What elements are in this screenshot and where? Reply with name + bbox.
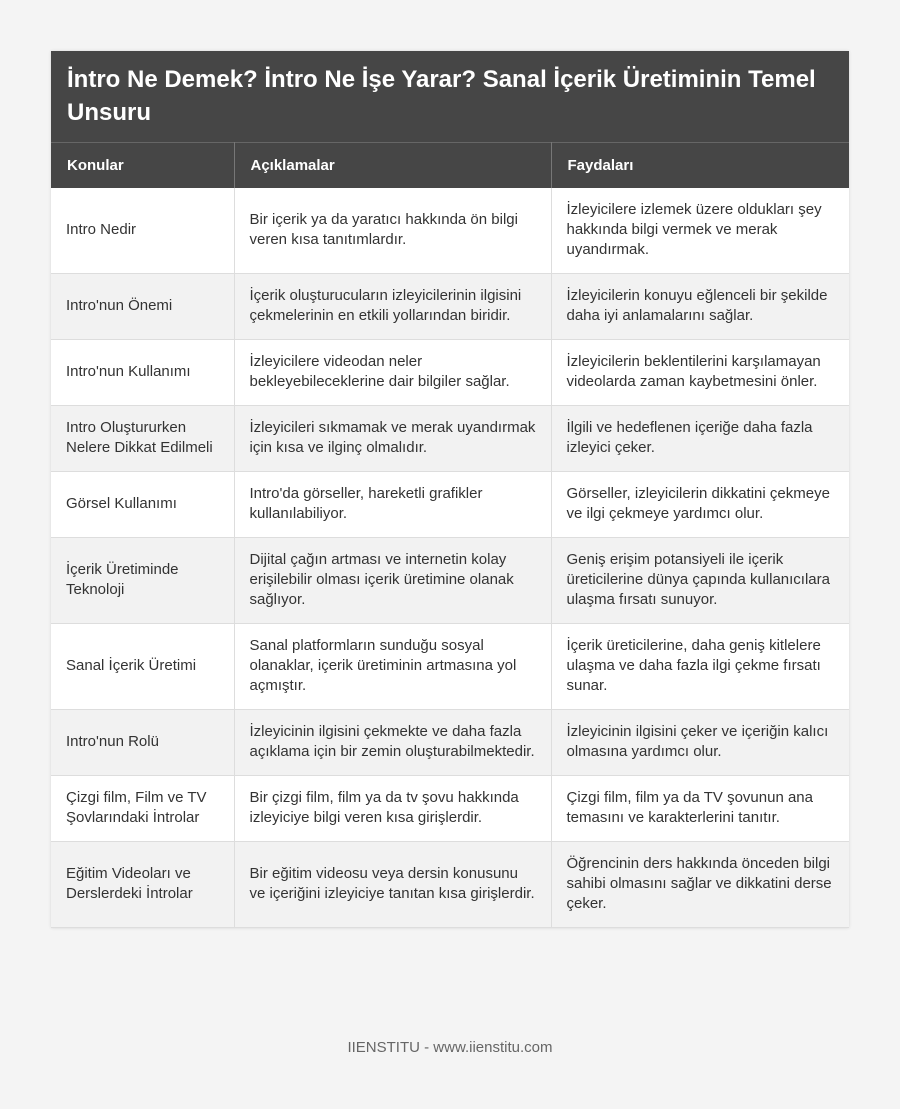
description-cell: İzleyicinin ilgisini çekmekte ve daha fa… [234,709,552,776]
benefit-cell: İzleyicilere izlemek üzere oldukları şey… [551,188,849,274]
description-cell: Intro'da görseller, hareketli grafikler … [234,471,552,538]
footer-credit: IIENSTITU - www.iienstitu.com [347,1039,553,1056]
description-cell: İzleyicilere videodan neler bekleyebilec… [234,339,552,406]
table-title: İntro Ne Demek? İntro Ne İşe Yarar? Sana… [51,51,849,142]
table-row: Intro Nedir Bir içerik ya da yaratıcı hak… [51,188,849,274]
topic-cell: Intro'nun Rolü [51,709,235,776]
column-header: Konular [51,142,235,188]
topic-cell: Intro Nedir [51,188,235,274]
table-row: Çizgi film, Film ve TV Şovlarındaki İntr… [51,775,849,842]
benefit-cell: İçerik üreticilerine, daha geniş kitlele… [551,623,849,710]
table-row: Intro'nun Kullanımı İzleyicilere videodan… [51,339,849,406]
column-header: Açıklamalar [234,142,552,188]
topic-cell: Sanal İçerik Üretimi [51,623,235,710]
description-cell: İçerik oluşturucuların izleyicilerinin i… [234,273,552,340]
topic-cell: Çizgi film, Film ve TV Şovlarındaki İntr… [51,775,235,842]
topic-cell: Intro'nun Kullanımı [51,339,235,406]
benefit-cell: İzleyicilerin beklentilerini karşılamaya… [551,339,849,406]
benefit-cell: Görseller, izleyicilerin dikkatini çekme… [551,471,849,538]
benefit-cell: İlgili ve hedeflenen içeriğe daha fazla … [551,405,849,472]
table-row: Görsel Kullanımı Intro'da görseller, hare… [51,471,849,538]
topic-cell: Eğitim Videoları ve Derslerdeki İntrolar [51,841,235,928]
topic-cell: İçerik Üretiminde Teknoloji [51,537,235,624]
description-cell: Sanal platformların sunduğu sosyal olana… [234,623,552,710]
description-cell: İzleyicileri sıkmamak ve merak uyandırma… [234,405,552,472]
benefit-cell: Geniş erişim potansiyeli ile içerik üret… [551,537,849,624]
table-row: Intro'nun Önemi İçerik oluşturucuların iz… [51,273,849,340]
description-cell: Bir içerik ya da yaratıcı hakkında ön bi… [234,188,552,274]
benefit-cell: İzleyicinin ilgisini çeker ve içeriğin k… [551,709,849,776]
description-cell: Bir çizgi film, film ya da tv şovu hakkı… [234,775,552,842]
description-cell: Dijital çağın artması ve internetin kola… [234,537,552,624]
table-row: İçerik Üretiminde Teknoloji Dijital çağın… [51,537,849,624]
topic-cell: Intro'nun Önemi [51,273,235,340]
benefit-cell: Çizgi film, film ya da TV şovunun ana te… [551,775,849,842]
data-table: Konular Açıklamalar Faydaları Intro Nedi… [51,142,849,928]
table-row: Intro'nun Rolü İzleyicinin ilgisini çekme… [51,709,849,776]
table-card: İntro Ne Demek? İntro Ne İşe Yarar? Sana… [51,51,849,928]
table-row: Sanal İçerik Üretimi Sanal platformların … [51,623,849,710]
benefit-cell: Öğrencinin ders hakkında önceden bilgi s… [551,841,849,928]
header-row: Konular Açıklamalar Faydaları [51,142,849,188]
table-row: Eğitim Videoları ve Derslerdeki İntrolar… [51,841,849,928]
topic-cell: Intro Oluştururken Nelere Dikkat Edilmel… [51,405,235,472]
benefit-cell: İzleyicilerin konuyu eğlenceli bir şekil… [551,273,849,340]
table-row: Intro Oluştururken Nelere Dikkat Edilmel… [51,405,849,472]
column-header: Faydaları [551,142,849,188]
topic-cell: Görsel Kullanımı [51,471,235,538]
description-cell: Bir eğitim videosu veya dersin konusunu … [234,841,552,928]
